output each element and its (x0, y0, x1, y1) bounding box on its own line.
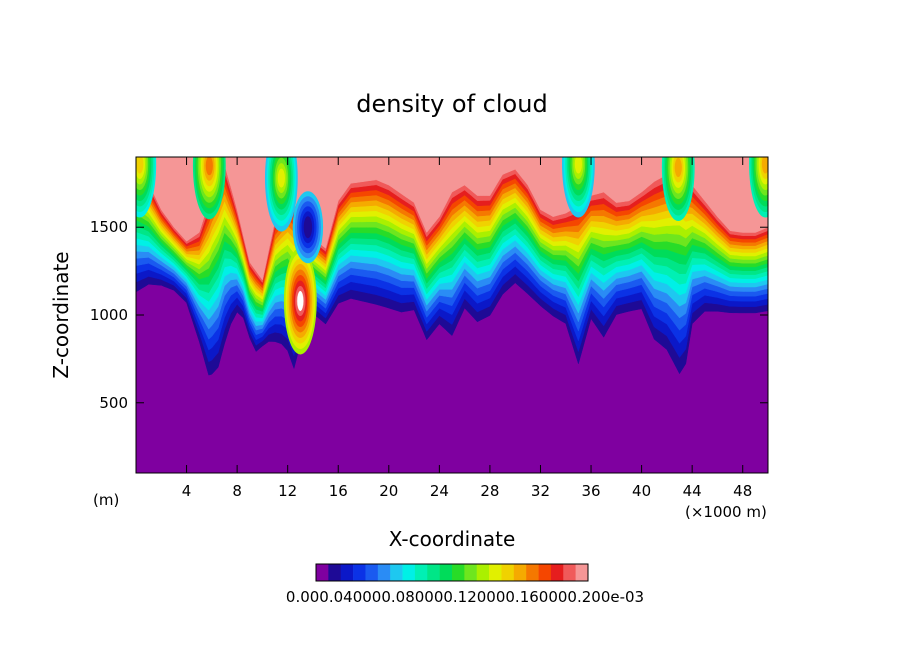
colorbar-swatch-20 (563, 564, 576, 581)
colorbar-swatch-0 (316, 564, 329, 581)
hotspot-peak (297, 290, 304, 311)
colorbar-swatch-12 (464, 564, 478, 581)
colorbar-swatch-14 (489, 564, 502, 581)
chart-title: density of cloud (356, 90, 547, 118)
colorbar-swatch-4 (365, 564, 379, 581)
x-unit-label: (×1000 m) (685, 503, 767, 521)
x-tick-label-32: 32 (531, 482, 550, 500)
hotspot-5-level-16 (761, 157, 768, 174)
y-axis: 500 1000 1500 (90, 218, 768, 412)
colorbar-swatch-1 (328, 564, 342, 581)
x-tick-label-40: 40 (632, 482, 651, 500)
colorbar-swatch-21 (575, 564, 589, 581)
y-unit-label: (m) (93, 491, 119, 509)
x-tick-label-24: 24 (430, 482, 449, 500)
hotspot-1-level-1 (303, 216, 313, 239)
colorbar (315, 563, 589, 582)
colorbar-swatch-13 (476, 564, 490, 581)
hotspot-4-level-15 (136, 157, 144, 174)
x-tick-label-44: 44 (683, 482, 702, 500)
colorbar-swatch-7 (402, 564, 416, 581)
colorbar-swatch-3 (353, 564, 366, 581)
colorbar-swatch-2 (340, 564, 354, 581)
hotspot-6-level-14 (574, 157, 582, 174)
x-tick-label-4: 4 (182, 482, 192, 500)
x-tick-label-16: 16 (329, 482, 348, 500)
colorbar-swatch-15 (501, 564, 515, 581)
y-axis-label: Z-coordinate (49, 251, 73, 378)
colorbar-swatch-10 (439, 564, 453, 581)
hotspot-3-level-16 (674, 158, 682, 178)
x-tick-label-8: 8 (232, 482, 242, 500)
colorbar-swatch-9 (427, 564, 440, 581)
colorbar-swatch-18 (538, 564, 552, 581)
colorbar-swatch-8 (414, 564, 428, 581)
x-tick-label-28: 28 (480, 482, 499, 500)
hotspot-7-level-14 (277, 168, 285, 188)
colorbar-swatch-5 (377, 564, 391, 581)
colorbar-swatch-17 (526, 564, 539, 581)
x-tick-label-48: 48 (733, 482, 752, 500)
y-tick-label-1500: 1500 (90, 218, 128, 236)
y-tick-label-1000: 1000 (90, 306, 128, 324)
x-tick-label-12: 12 (278, 482, 297, 500)
colorbar-swatch-11 (452, 564, 465, 581)
x-axis-label: X-coordinate (389, 527, 516, 551)
colorbar-swatch-6 (390, 564, 403, 581)
y-tick-label-500: 500 (99, 394, 128, 412)
x-tick-label-20: 20 (379, 482, 398, 500)
colorbar-swatch-16 (513, 564, 527, 581)
x-tick-label-36: 36 (581, 482, 600, 500)
colorbar-labels: 0.000.040000.080000.120000.160000.200e-0… (286, 588, 644, 606)
colorbar-swatch-19 (550, 564, 564, 581)
x-axis: 4 8 12 16 20 24 28 32 36 40 44 48 (182, 157, 752, 500)
plot-area (136, 157, 768, 473)
colorbar-frame (315, 563, 589, 582)
hotspot-2-level-17 (205, 157, 213, 176)
